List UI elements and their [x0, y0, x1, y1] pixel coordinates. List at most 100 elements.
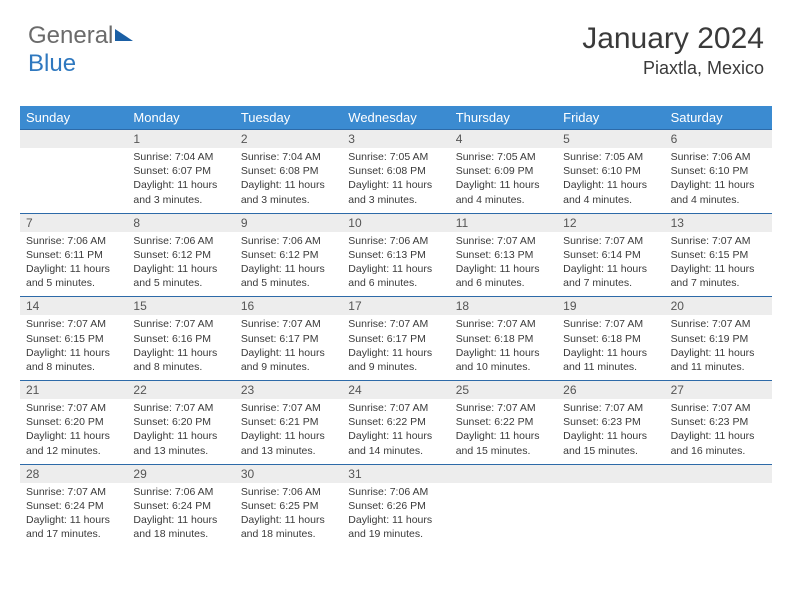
dayname-tue: Tuesday [235, 106, 342, 129]
week-row: 28Sunrise: 7:07 AMSunset: 6:24 PMDayligh… [20, 464, 772, 548]
sunrise-line: Sunrise: 7:05 AM [348, 150, 443, 164]
day-detail: Sunrise: 7:07 AMSunset: 6:13 PMDaylight:… [450, 232, 557, 291]
day-number: 7 [20, 214, 127, 232]
dayname-sun: Sunday [20, 106, 127, 129]
day-detail: Sunrise: 7:07 AMSunset: 6:23 PMDaylight:… [665, 399, 772, 458]
day-number: 22 [127, 381, 234, 399]
sunrise-line: Sunrise: 7:07 AM [563, 234, 658, 248]
sunset-line: Sunset: 6:20 PM [26, 415, 121, 429]
day-detail: Sunrise: 7:06 AMSunset: 6:24 PMDaylight:… [127, 483, 234, 542]
sunrise-line: Sunrise: 7:04 AM [133, 150, 228, 164]
day-detail: Sunrise: 7:07 AMSunset: 6:16 PMDaylight:… [127, 315, 234, 374]
daylight-line1: Daylight: 11 hours [671, 178, 766, 192]
day-cell: 29Sunrise: 7:06 AMSunset: 6:24 PMDayligh… [127, 465, 234, 548]
sunrise-line: Sunrise: 7:07 AM [348, 317, 443, 331]
day-detail: Sunrise: 7:05 AMSunset: 6:08 PMDaylight:… [342, 148, 449, 207]
day-detail: Sunrise: 7:07 AMSunset: 6:21 PMDaylight:… [235, 399, 342, 458]
sunset-line: Sunset: 6:10 PM [671, 164, 766, 178]
sunrise-line: Sunrise: 7:07 AM [26, 317, 121, 331]
sunset-line: Sunset: 6:22 PM [456, 415, 551, 429]
day-detail: Sunrise: 7:06 AMSunset: 6:11 PMDaylight:… [20, 232, 127, 291]
day-cell: 24Sunrise: 7:07 AMSunset: 6:22 PMDayligh… [342, 381, 449, 464]
daylight-line2: and 7 minutes. [671, 276, 766, 290]
day-cell: 12Sunrise: 7:07 AMSunset: 6:14 PMDayligh… [557, 214, 664, 297]
daylight-line2: and 12 minutes. [26, 444, 121, 458]
sunset-line: Sunset: 6:24 PM [133, 499, 228, 513]
daylight-line2: and 7 minutes. [563, 276, 658, 290]
sunset-line: Sunset: 6:15 PM [671, 248, 766, 262]
sunset-line: Sunset: 6:23 PM [563, 415, 658, 429]
day-cell [557, 465, 664, 548]
brand-mark-icon [115, 29, 133, 41]
brand-part1: General [28, 22, 113, 49]
daylight-line1: Daylight: 11 hours [456, 262, 551, 276]
day-cell: 20Sunrise: 7:07 AMSunset: 6:19 PMDayligh… [665, 297, 772, 380]
daylight-line2: and 4 minutes. [456, 193, 551, 207]
sunset-line: Sunset: 6:16 PM [133, 332, 228, 346]
day-detail: Sunrise: 7:07 AMSunset: 6:20 PMDaylight:… [127, 399, 234, 458]
day-cell: 31Sunrise: 7:06 AMSunset: 6:26 PMDayligh… [342, 465, 449, 548]
day-number: 6 [665, 130, 772, 148]
day-cell: 25Sunrise: 7:07 AMSunset: 6:22 PMDayligh… [450, 381, 557, 464]
sunrise-line: Sunrise: 7:07 AM [563, 317, 658, 331]
week-row: 21Sunrise: 7:07 AMSunset: 6:20 PMDayligh… [20, 380, 772, 464]
daylight-line1: Daylight: 11 hours [671, 346, 766, 360]
day-cell: 18Sunrise: 7:07 AMSunset: 6:18 PMDayligh… [450, 297, 557, 380]
sunrise-line: Sunrise: 7:06 AM [348, 485, 443, 499]
week-row: 7Sunrise: 7:06 AMSunset: 6:11 PMDaylight… [20, 213, 772, 297]
daylight-line1: Daylight: 11 hours [241, 429, 336, 443]
daylight-line1: Daylight: 11 hours [563, 346, 658, 360]
sunset-line: Sunset: 6:22 PM [348, 415, 443, 429]
day-number: 24 [342, 381, 449, 399]
day-number: 12 [557, 214, 664, 232]
day-cell: 4Sunrise: 7:05 AMSunset: 6:09 PMDaylight… [450, 130, 557, 213]
daylight-line1: Daylight: 11 hours [241, 346, 336, 360]
day-detail: Sunrise: 7:07 AMSunset: 6:17 PMDaylight:… [235, 315, 342, 374]
day-number: 21 [20, 381, 127, 399]
daylight-line2: and 4 minutes. [563, 193, 658, 207]
month-title: January 2024 [582, 22, 764, 56]
daylight-line1: Daylight: 11 hours [241, 513, 336, 527]
day-detail: Sunrise: 7:07 AMSunset: 6:22 PMDaylight:… [450, 399, 557, 458]
sunrise-line: Sunrise: 7:07 AM [133, 401, 228, 415]
daylight-line1: Daylight: 11 hours [26, 262, 121, 276]
sunset-line: Sunset: 6:17 PM [348, 332, 443, 346]
day-detail: Sunrise: 7:04 AMSunset: 6:07 PMDaylight:… [127, 148, 234, 207]
day-number: 1 [127, 130, 234, 148]
week-row: 1Sunrise: 7:04 AMSunset: 6:07 PMDaylight… [20, 129, 772, 213]
sunrise-line: Sunrise: 7:07 AM [348, 401, 443, 415]
sunset-line: Sunset: 6:13 PM [456, 248, 551, 262]
daylight-line1: Daylight: 11 hours [456, 178, 551, 192]
sunrise-line: Sunrise: 7:07 AM [26, 485, 121, 499]
sunrise-line: Sunrise: 7:07 AM [456, 234, 551, 248]
day-number: 25 [450, 381, 557, 399]
sunrise-line: Sunrise: 7:06 AM [133, 485, 228, 499]
day-number: 3 [342, 130, 449, 148]
day-cell [20, 130, 127, 213]
sunrise-line: Sunrise: 7:07 AM [671, 234, 766, 248]
sunrise-line: Sunrise: 7:05 AM [563, 150, 658, 164]
day-number: 9 [235, 214, 342, 232]
day-detail: Sunrise: 7:07 AMSunset: 6:18 PMDaylight:… [450, 315, 557, 374]
day-number: 17 [342, 297, 449, 315]
day-number: 11 [450, 214, 557, 232]
daylight-line1: Daylight: 11 hours [241, 262, 336, 276]
sunset-line: Sunset: 6:24 PM [26, 499, 121, 513]
daylight-line1: Daylight: 11 hours [348, 178, 443, 192]
day-number: 8 [127, 214, 234, 232]
day-detail: Sunrise: 7:06 AMSunset: 6:26 PMDaylight:… [342, 483, 449, 542]
day-number [450, 465, 557, 483]
sunrise-line: Sunrise: 7:06 AM [241, 234, 336, 248]
sunset-line: Sunset: 6:21 PM [241, 415, 336, 429]
day-cell: 1Sunrise: 7:04 AMSunset: 6:07 PMDaylight… [127, 130, 234, 213]
sunset-line: Sunset: 6:08 PM [348, 164, 443, 178]
daylight-line2: and 3 minutes. [241, 193, 336, 207]
sunset-line: Sunset: 6:17 PM [241, 332, 336, 346]
daylight-line2: and 15 minutes. [456, 444, 551, 458]
day-cell: 26Sunrise: 7:07 AMSunset: 6:23 PMDayligh… [557, 381, 664, 464]
daylight-line1: Daylight: 11 hours [671, 262, 766, 276]
day-number: 27 [665, 381, 772, 399]
day-cell: 9Sunrise: 7:06 AMSunset: 6:12 PMDaylight… [235, 214, 342, 297]
day-detail: Sunrise: 7:06 AMSunset: 6:10 PMDaylight:… [665, 148, 772, 207]
day-cell: 30Sunrise: 7:06 AMSunset: 6:25 PMDayligh… [235, 465, 342, 548]
